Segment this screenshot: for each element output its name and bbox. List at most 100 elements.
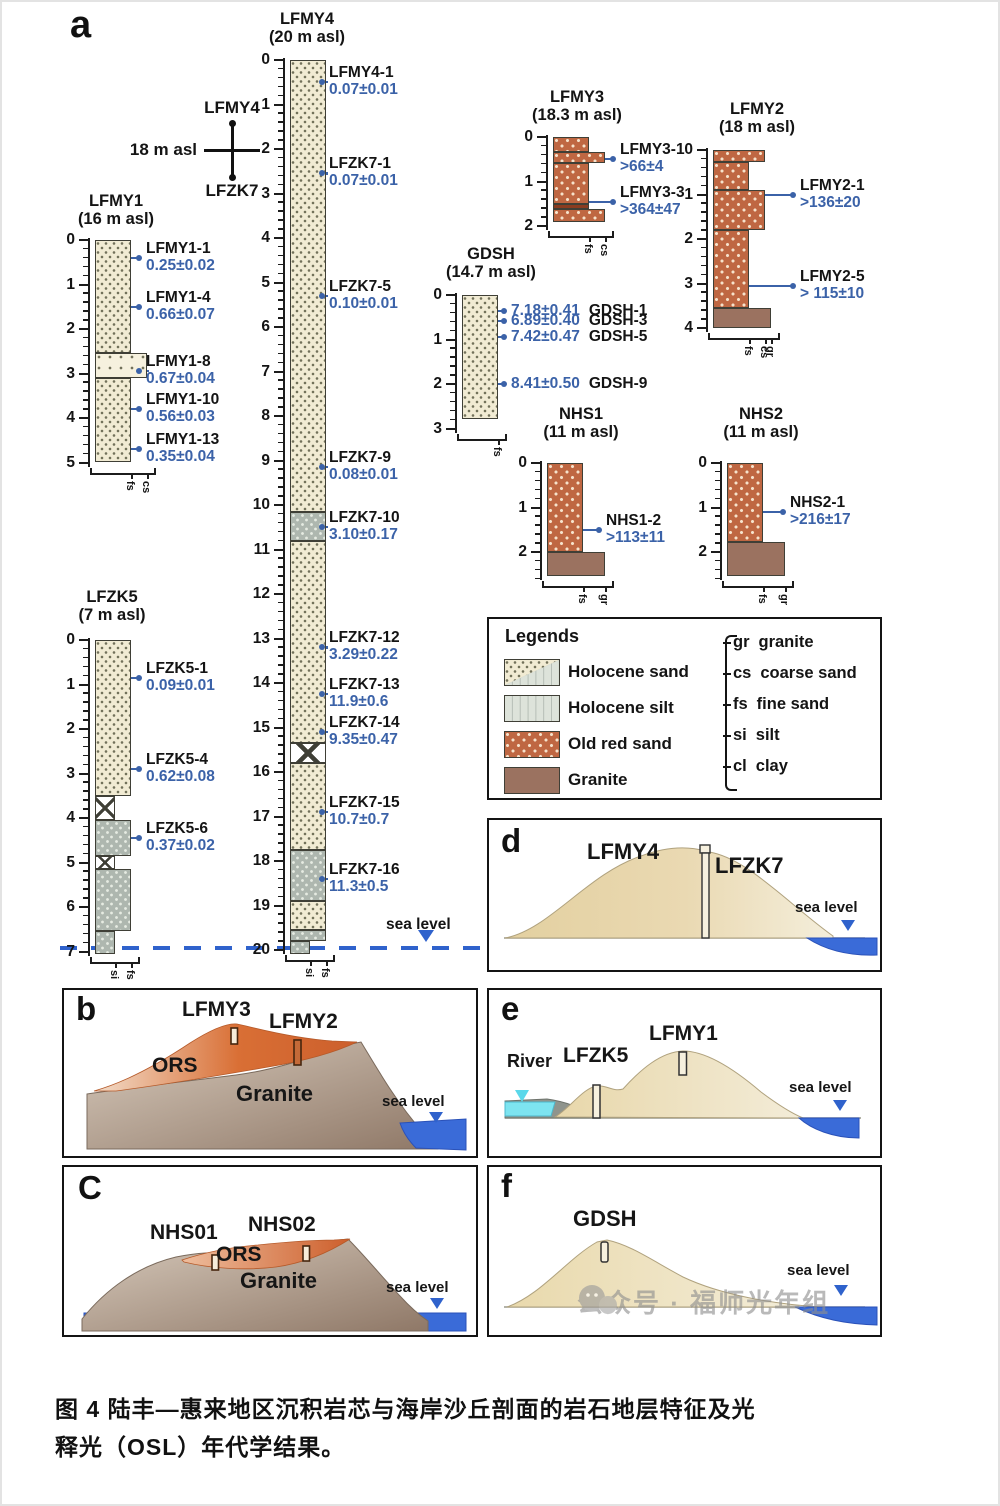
abbr-code: gr [733,633,750,651]
abbr-name: silt [755,726,780,744]
sample-connector [326,294,328,298]
depth-tick [278,788,283,791]
depth-tick [278,468,283,470]
grain-axis-hook [154,467,156,473]
sample-age: 3.29±0.22 [329,646,398,664]
depth-tick [83,247,88,250]
sample-label: 6.89±0.40 GDSH-3 [511,312,647,329]
depth-tick [450,391,455,394]
sample-name: LFMY1-4 [146,288,211,306]
watermark-text: 公众号 · 福师光年组 [577,1288,831,1318]
sample-age: >66±4 [620,158,664,176]
sample-name: LFZK7-12 [329,629,400,647]
grain-axis-label: cs [758,346,770,359]
depth-tick [541,216,546,218]
lith-segment-ors [727,463,763,543]
sample-dot [501,334,507,341]
depth-tick-label: 4 [66,409,75,426]
depth-tick [701,184,706,187]
column-name: LFMY4 [279,10,335,28]
depth-tick-label: 5 [261,273,270,291]
column-name: LFMY2 [729,100,785,118]
depth-tick [278,539,283,542]
sample-dot [136,254,142,261]
depth-tick [278,210,283,212]
sample-connector [498,383,503,386]
sample-connector [498,336,503,339]
lith-segment-sand [462,295,498,419]
depth-tick [79,772,88,775]
depth-tick [274,682,283,685]
depth-tick [83,719,88,721]
panel-f-label: f [501,1167,512,1204]
sample-name: LFZK7-15 [329,794,400,812]
sample-name: GDSH-9 [588,375,648,392]
figure-caption: 图 4 陆丰—惠来地区沉积岩芯与海岸沙丘剖面的岩石地层特征及光 释光（OSL）年… [55,1390,935,1466]
sample-name: LFZK7-16 [329,860,400,878]
depth-tick-label: 6 [261,318,270,335]
column-title: NHS2 (11 m asl) [676,405,846,441]
depth-tick-label: 0 [261,51,270,68]
depth-tick [535,568,540,571]
depth-tick [274,370,283,373]
depth-tick [278,690,283,693]
column-title: NHS1 (11 m asl) [496,405,666,441]
sample-dot [780,508,786,515]
sample-dot [319,644,325,651]
sample-connector [326,811,328,814]
region-label-ors: ORS [216,1243,262,1266]
grain-axis-tick [310,960,312,966]
depth-tick [531,551,540,554]
sea-level-marker-icon [418,930,434,942]
lith-segment-ors [553,209,605,223]
sample-age: 10.7±0.7 [329,811,390,829]
depth-tick [278,254,283,257]
depth-tick [83,665,88,668]
core-label-GDSH: GDSH [573,1206,637,1231]
depth-tick [278,94,283,97]
sample-connector [131,305,138,308]
core-stick-NHS01 [211,1254,220,1271]
depth-tick [278,441,283,444]
profile-panel-b: b LFMY3 LFMY2 ORS Granite sea level [62,988,478,1158]
sea-level-label: sea level [787,1262,850,1279]
depth-axis [720,461,723,581]
depth-tick-label: 1 [66,675,75,693]
sample-name: LFZK7-13 [329,676,400,694]
sample-name: LFMY2-5 [800,267,865,285]
core-label-LFZK7: LFZK7 [715,853,784,878]
column-title: LFMY3 (18.3 m asl) [492,88,662,124]
grain-axis-hook [285,955,287,960]
sample-age: 11.3±0.5 [329,877,389,895]
sample-dot [319,524,325,531]
sample-connector [131,676,138,679]
depth-tick [535,542,540,544]
sample-dot [790,282,796,289]
depth-tick [278,833,283,835]
depth-tick [278,397,283,399]
core-label-LFZK5: LFZK5 [563,1044,629,1067]
sample-dot [596,526,602,533]
column-name: NHS2 [738,405,783,423]
sample-name: NHS1-2 [606,511,662,529]
depth-tick [446,338,455,341]
grain-axis-tick [771,338,773,344]
sample-dot [136,368,142,375]
grain-axis-line [708,338,780,340]
depth-tick [83,701,88,703]
sample-connector [589,200,612,203]
depth-tick-label: 0 [524,128,533,145]
depth-tick-label: 2 [684,230,693,247]
grain-axis-hook [778,333,780,338]
core-stick-LFZK7 [701,852,710,939]
depth-tick [278,575,283,577]
depth-tick [715,559,720,562]
abbr-name: clay [755,757,788,775]
depth-tick-label: 10 [252,496,270,513]
sample-age: 0.35±0.04 [146,448,215,466]
grain-axis-label: cs [140,480,152,493]
grain-axis-label: fs [124,969,136,980]
depth-tick [450,374,455,376]
legend-items: Holocene sand Holocene silt Old red sand Gr… [489,619,880,794]
depth-tick [83,381,88,383]
